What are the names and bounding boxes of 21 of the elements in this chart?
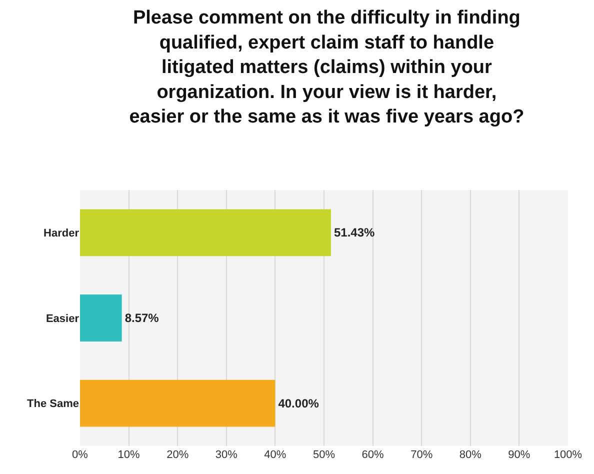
- y-tick-label: Harder: [44, 228, 80, 240]
- x-tick-label: 0%: [72, 449, 88, 461]
- x-tick-label: 10%: [118, 449, 140, 461]
- data-label: 51.43%: [334, 226, 376, 240]
- bar: [80, 209, 331, 256]
- x-tick-label: 70%: [410, 449, 433, 461]
- data-label: 40.00%: [278, 396, 320, 410]
- x-tick-label: 90%: [508, 449, 530, 461]
- x-tick-label: 60%: [362, 449, 384, 461]
- x-tick-label: 80%: [459, 449, 482, 461]
- y-tick-label: The Same: [27, 398, 79, 410]
- x-tick-label: 20%: [166, 449, 189, 461]
- data-label: 8.57%: [124, 311, 160, 325]
- x-tick-label: 30%: [215, 449, 238, 461]
- x-tick-label: 100%: [554, 449, 582, 461]
- x-tick-label: 40%: [264, 449, 286, 461]
- chart-title: Please comment on the difficulty in finding qualified, expert claim staff to handle litigated matters (claims) within your organization. In your view is it harder, easier or the same as it was five years ago?: [129, 8, 524, 128]
- bar: [80, 294, 122, 342]
- y-tick-label: Easier: [46, 312, 80, 325]
- x-tick-label: 50%: [312, 449, 336, 461]
- bar: [80, 380, 276, 427]
